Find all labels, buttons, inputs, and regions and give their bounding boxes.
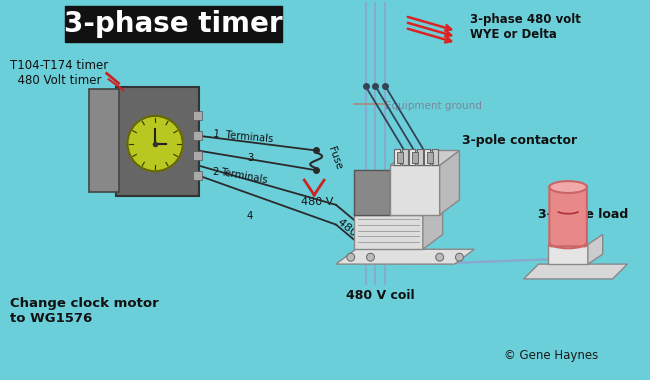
FancyBboxPatch shape <box>549 185 587 246</box>
Polygon shape <box>390 165 439 215</box>
Polygon shape <box>424 149 430 165</box>
Text: 480 V: 480 V <box>302 197 333 207</box>
Text: 480 V coil: 480 V coil <box>346 289 415 302</box>
Polygon shape <box>423 200 443 249</box>
Text: 3-phase timer: 3-phase timer <box>64 10 282 38</box>
Polygon shape <box>409 149 415 165</box>
FancyBboxPatch shape <box>193 171 202 180</box>
Text: 480 V: 480 V <box>336 217 367 246</box>
Text: 3-phase 480 volt
WYE or Delta: 3-phase 480 volt WYE or Delta <box>471 13 581 41</box>
FancyBboxPatch shape <box>193 111 202 120</box>
Polygon shape <box>524 264 627 279</box>
Polygon shape <box>432 149 437 165</box>
Text: 3: 3 <box>247 154 254 163</box>
Text: 2: 2 <box>213 167 219 177</box>
Polygon shape <box>402 149 408 165</box>
FancyBboxPatch shape <box>65 6 281 42</box>
Circle shape <box>347 253 355 261</box>
Polygon shape <box>439 150 460 215</box>
Circle shape <box>127 116 183 171</box>
Text: 3-phase load: 3-phase load <box>538 208 629 221</box>
FancyBboxPatch shape <box>193 131 202 140</box>
Text: T104-T174 timer
  480 Volt timer: T104-T174 timer 480 Volt timer <box>10 59 108 87</box>
Text: Equipment ground: Equipment ground <box>385 101 482 111</box>
Polygon shape <box>354 200 443 215</box>
Text: Terminals: Terminals <box>219 167 268 185</box>
Circle shape <box>436 253 444 261</box>
Text: 3-pole contactor: 3-pole contactor <box>462 134 578 147</box>
Polygon shape <box>549 244 588 264</box>
Polygon shape <box>89 89 118 192</box>
FancyBboxPatch shape <box>116 87 199 196</box>
Polygon shape <box>417 149 423 165</box>
Polygon shape <box>588 234 603 264</box>
Polygon shape <box>336 249 474 264</box>
Circle shape <box>367 253 374 261</box>
Ellipse shape <box>549 181 587 193</box>
FancyBboxPatch shape <box>397 152 404 163</box>
Polygon shape <box>390 150 460 165</box>
FancyBboxPatch shape <box>193 151 202 160</box>
Text: 1  Terminals: 1 Terminals <box>213 129 273 144</box>
Text: © Gene Haynes: © Gene Haynes <box>504 350 598 363</box>
Polygon shape <box>354 170 390 215</box>
FancyBboxPatch shape <box>426 152 433 163</box>
Polygon shape <box>395 149 400 165</box>
Text: Fuse: Fuse <box>326 146 344 171</box>
Circle shape <box>456 253 463 261</box>
Text: Change clock motor
to WG1576: Change clock motor to WG1576 <box>10 296 159 325</box>
Polygon shape <box>354 215 423 249</box>
Text: 4: 4 <box>247 211 254 221</box>
FancyBboxPatch shape <box>411 152 418 163</box>
